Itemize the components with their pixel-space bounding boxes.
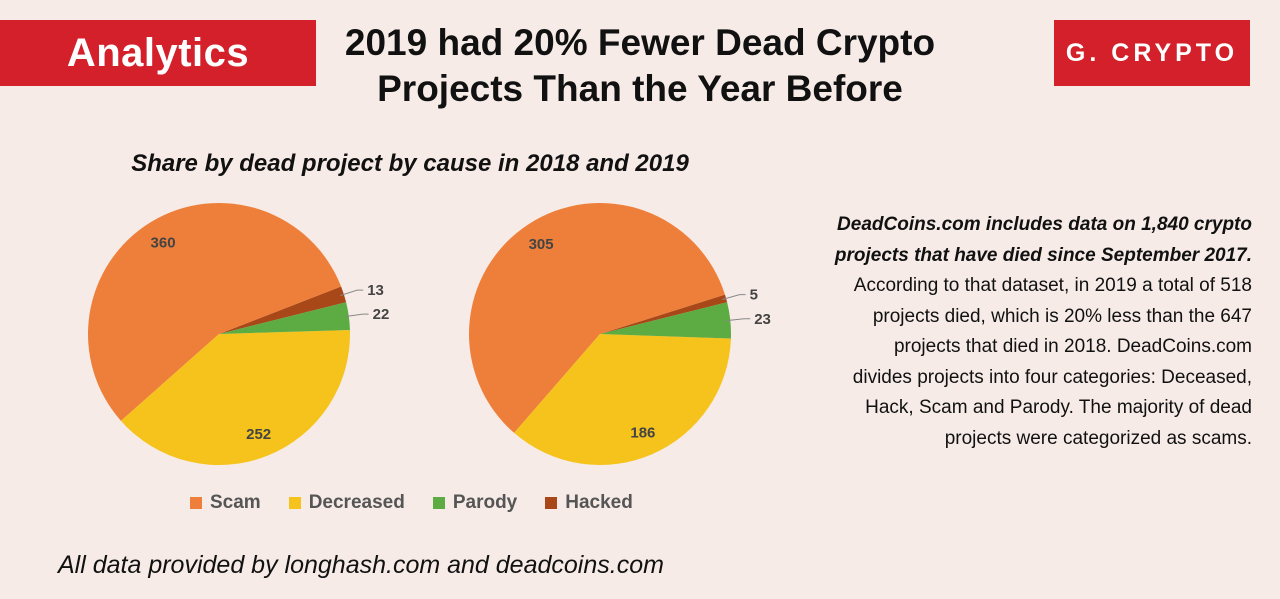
legend-label-decreased: Decreased [308, 492, 405, 513]
chart-title: Share by dead project by cause in 2018 a… [131, 150, 689, 177]
legend-swatch-scam [190, 497, 202, 509]
legend-item-scam: Scam [190, 492, 261, 514]
leader-line-2018-parody [344, 313, 369, 318]
section-badge: Analytics [0, 20, 316, 86]
headline: 2019 had 20% Fewer Dead Crypto Projects … [330, 20, 950, 112]
data-label-2019-scam: 305 [529, 236, 554, 253]
slice-2019-parody [600, 302, 731, 339]
leader-line-2019-hacked [722, 294, 746, 301]
legend-label-scam: Scam [210, 492, 261, 513]
brand-logo[interactable]: G. CRYPTO [1054, 20, 1250, 86]
legend-swatch-decreased [288, 497, 301, 509]
chart-legend: Scam Decreased Parody Hacked [190, 492, 633, 514]
legend-label-hacked: Hacked [565, 492, 633, 513]
legend-item-hacked: Hacked [545, 492, 633, 514]
headline-line-1: 2019 had 20% Fewer Dead Crypto [344, 22, 936, 63]
data-label-2018-parody: 22 [373, 306, 390, 323]
legend-swatch-parody [432, 497, 445, 509]
data-label-2018-decreased: 252 [246, 426, 271, 443]
headline-line-2: Projects Than the Year Before [377, 68, 903, 109]
leader-line-2019-parody [726, 318, 751, 322]
legend-item-decreased: Decreased [288, 492, 405, 514]
slice-2018-parody [219, 302, 350, 334]
data-label-2019-decreased: 186 [630, 424, 655, 441]
slice-2019-hacked [600, 294, 728, 334]
slice-2019-scam [468, 202, 725, 433]
pie-charts: 13 360 252 22 5 305 186 23 [87, 202, 771, 466]
pie-2018: 13 360 252 22 [87, 203, 390, 466]
legend-item-parody: Parody [432, 492, 518, 514]
article-text: DeadCoins.com includes data on 1,840 cry… [830, 210, 1252, 454]
legend-swatch-hacked [545, 497, 558, 509]
legend-label-parody: Parody [452, 492, 518, 513]
pie-2019: 5 305 186 23 [468, 202, 771, 465]
data-credit: All data provided by longhash.com and de… [58, 551, 664, 579]
slice-2018-decreased [120, 329, 350, 466]
data-label-2018-hacked: 13 [367, 282, 384, 299]
data-label-2019-hacked: 5 [750, 287, 758, 304]
article-lead: DeadCoins.com includes data on 1,840 cry… [834, 214, 1252, 266]
data-label-2019-parody: 23 [754, 311, 771, 328]
slice-2019-decreased [514, 334, 731, 465]
data-label-2018-scam: 360 [151, 234, 176, 251]
article-body: According to that dataset, in 2019 a tot… [852, 275, 1252, 449]
leader-line-2018-hacked [339, 289, 364, 297]
slice-2018-scam [87, 203, 342, 421]
slice-2018-hacked [219, 286, 347, 334]
